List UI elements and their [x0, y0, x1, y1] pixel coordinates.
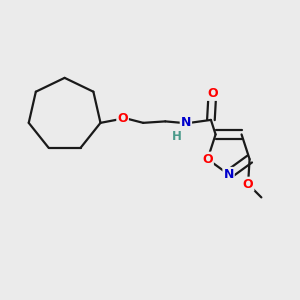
Text: O: O [207, 87, 218, 100]
Text: N: N [224, 168, 234, 181]
Text: O: O [202, 153, 213, 166]
Text: N: N [181, 116, 191, 129]
Text: O: O [243, 178, 254, 191]
Text: O: O [117, 112, 128, 125]
Text: H: H [172, 130, 182, 142]
